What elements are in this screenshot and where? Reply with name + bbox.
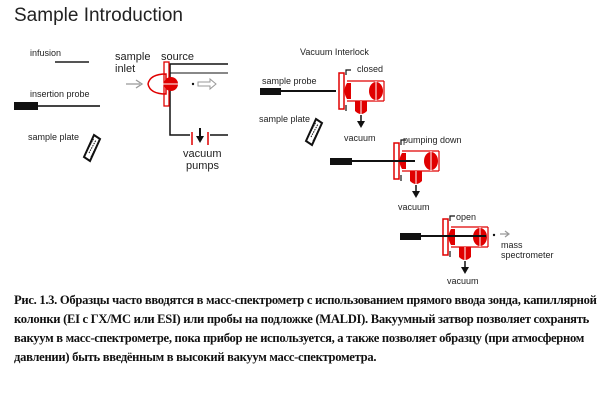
vacuum-pumps-label-2: pumps (186, 160, 220, 172)
vacuum-interlock-title: Vacuum Interlock (300, 47, 369, 57)
sample-probe-label: sample probe (262, 76, 317, 86)
infusion-label: infusion (30, 48, 61, 58)
sample-inlet-label-1: sample (115, 51, 150, 63)
ion-beam-arrow-icon (197, 77, 217, 91)
vacuum-arrow-icon (196, 136, 204, 143)
vacuum-label-1: vacuum (344, 133, 376, 143)
mass-spectrometer-label-1: mass (501, 240, 523, 250)
probe-handle-2 (330, 158, 352, 165)
insertion-probe-label: insertion probe (30, 89, 90, 99)
mass-spectrometer-label-2: spectrometer (501, 250, 554, 260)
to-ms-arrow-icon (500, 230, 510, 238)
figure-caption: Рис. 1.3. Образцы часто вводятся в масс-… (14, 291, 604, 367)
vacuum-label-3: vacuum (447, 276, 479, 286)
insertion-probe-handle (14, 102, 38, 110)
sample-inlet-label-2: inlet (115, 63, 135, 75)
sample-plate-icon (83, 134, 101, 162)
right-sample-plate-label: sample plate (259, 114, 310, 124)
inlet-arrow-icon (126, 79, 144, 89)
vacuum-pumps-label-1: vacuum (183, 148, 222, 160)
sample-plate-label: sample plate (28, 132, 79, 142)
vacuum-label-2: vacuum (398, 202, 430, 212)
caption-label: Рис. 1.3. (14, 293, 58, 307)
state-pumping-down-label: pumping down (403, 135, 462, 145)
source-flange (147, 61, 178, 107)
interlock-pumping-down (393, 139, 440, 199)
state-closed-label: closed (357, 64, 383, 74)
interlock-closed (338, 69, 385, 129)
source-label: source (161, 51, 194, 63)
source-chamber (169, 63, 228, 136)
state-open-label: open (456, 212, 476, 222)
caption-text: Образцы часто вводятся в масс-спектромет… (14, 293, 597, 364)
title: Sample Introduction (14, 5, 183, 26)
probe-handle-3 (400, 233, 421, 240)
interlock-open (442, 215, 489, 275)
probe-handle-1 (260, 88, 281, 95)
